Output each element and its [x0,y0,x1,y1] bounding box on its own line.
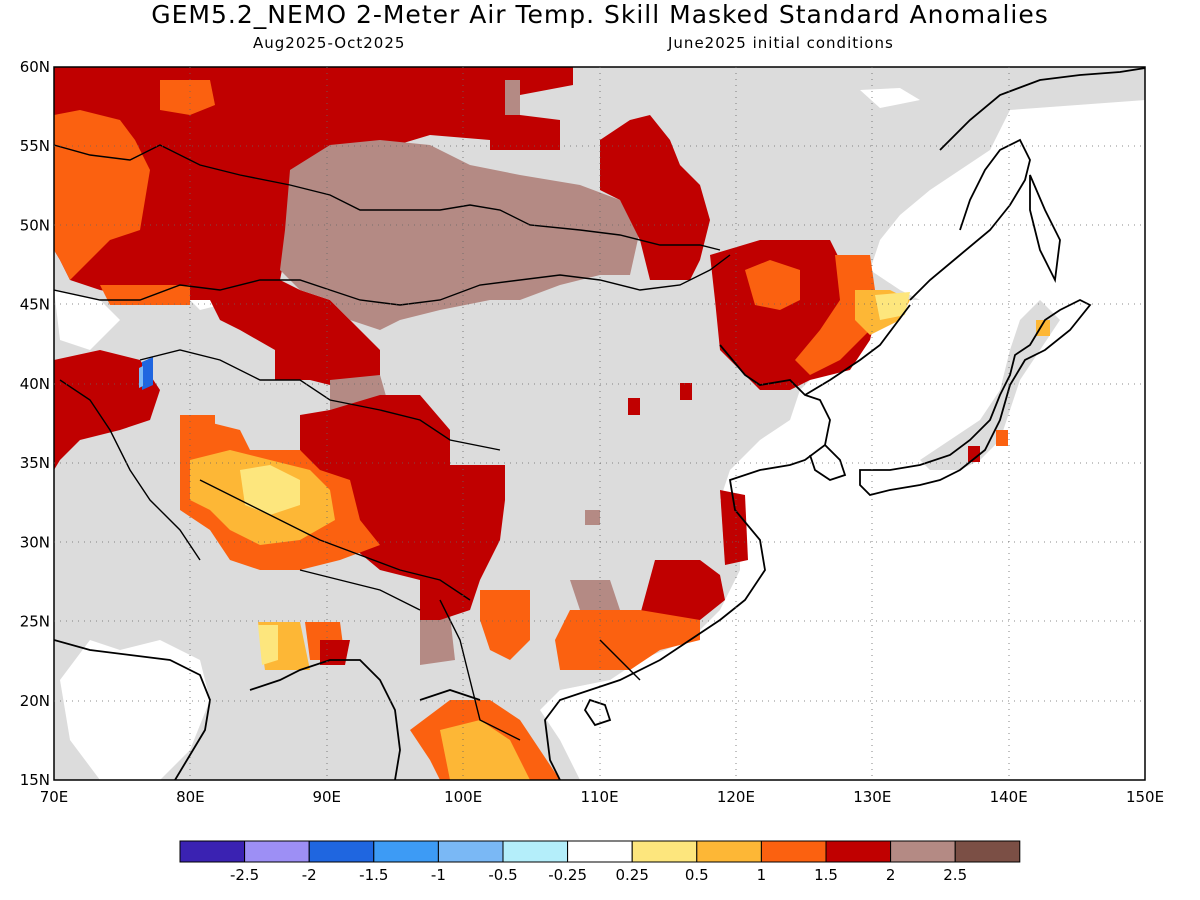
anomaly-15-japan [996,430,1008,446]
anomaly-1-hokkaido [1036,320,1050,336]
anomaly-15-south [555,610,700,670]
anomaly-25-north [505,80,520,115]
map-frame [53,66,1146,781]
white-patch-kazakh [54,290,120,350]
legend-label: -2 [302,866,317,884]
legend-swatch [760,840,827,863]
anomaly-2-china-mid [628,398,640,415]
lon-tick-label: 70E [40,788,69,806]
coastlines [54,67,1145,780]
anomaly-2-siberia [54,67,573,385]
legend-swatch [631,840,698,863]
lat-tick-label: 60N [20,58,50,76]
legend-label: -1 [431,866,446,884]
legend-swatch [244,840,310,863]
lat-tick-label: 20N [20,692,50,710]
anomaly-15-guangxi [480,590,530,660]
lat-tick-label: 35N [20,454,50,472]
legend-label: 1 [757,866,767,884]
lat-tick-label: 15N [20,771,50,789]
anomaly-25-mid [585,510,600,525]
lat-tick-label: 50N [20,216,50,234]
longitude-tick-labels: 70E 80E 90E 100E 110E 120E 130E 140E 150E [40,788,1164,806]
anomaly-2-caspian [54,350,160,470]
legend-swatch [696,840,762,863]
anomaly-05-korea [875,292,910,320]
forecast-period: Aug2025-Oct2025 [253,34,406,52]
anomaly-2-myanmar [320,640,350,665]
anomaly-2-east [720,490,748,565]
lat-tick-label: 30N [20,533,50,551]
legend-swatch [954,840,1021,863]
legend-label: 1.5 [814,866,838,884]
anomaly-15-west [54,110,150,280]
legend-swatch [308,840,375,863]
legend-label: 2.5 [943,866,967,884]
initial-conditions: June2025 initial conditions [668,34,894,52]
anomaly-2-japan [968,446,980,462]
legend-label: -1.5 [359,866,388,884]
lat-tick-label: 45N [20,296,50,314]
legend-label: -0.5 [488,866,517,884]
anomaly-2-baikal [600,115,710,280]
lon-tick-label: 110E [580,788,618,806]
legend-label: 0.5 [685,866,709,884]
lon-tick-label: 150E [1126,788,1164,806]
legend-labels: -2.5 -2 -1.5 -1 -0.5 -0.25 0.25 0.5 1 1.5 2 2.5 [230,866,967,884]
anomaly-15-korea [795,255,890,375]
borders [54,144,731,741]
legend-label: -2.5 [230,866,259,884]
masked-land-japan [920,300,1060,470]
white-patch-india [60,640,210,780]
latitude-tick-labels: 15N 20N 25N 30N 35N 40N 45N 50N 55N 60N [20,58,50,789]
legend-label: 0.25 [615,866,648,884]
gridlines [54,67,1145,780]
lon-tick-label: 100E [444,788,482,806]
map-field [54,67,1145,780]
lon-tick-label: 130E [853,788,891,806]
anomaly-05-india [258,625,278,665]
anomaly-05-tibet [240,465,300,515]
legend-swatch [890,840,956,863]
anomaly-2-southwest [300,395,505,620]
lon-tick-label: 140E [990,788,1028,806]
legend-swatch [437,840,504,863]
lon-tick-label: 90E [312,788,341,806]
anomaly-neg-1 [139,366,143,388]
lat-tick-label: 40N [20,375,50,393]
legend-swatches [179,840,1021,863]
anomaly-15-west2 [160,80,215,115]
anomaly-1-indochina [440,720,530,780]
anomaly-2-southeast [640,560,725,625]
anomaly-2-china-mid2 [680,383,692,400]
anomaly-15-xinjiang [180,415,215,430]
legend-label: -0.25 [548,866,587,884]
anomaly-25-mongolia [280,140,640,330]
legend-swatch [179,840,246,863]
legend-swatch [567,840,633,863]
lat-tick-label: 25N [20,613,50,631]
anomaly-25-yunnan [420,615,455,665]
legend-swatch [502,840,569,863]
lat-tick-label: 55N [20,137,50,155]
lon-tick-label: 80E [176,788,205,806]
anomaly-25-south [570,580,620,610]
legend-swatch [373,840,439,863]
anomaly-neg-2 [142,357,153,390]
lon-tick-label: 120E [717,788,755,806]
map-title: GEM5.2_NEMO 2-Meter Air Temp. Skill Mask… [151,0,1049,29]
legend-label: 2 [886,866,896,884]
legend-swatch [825,840,892,863]
anomaly-15-northeast [745,260,800,310]
white-patch-east [860,88,920,108]
